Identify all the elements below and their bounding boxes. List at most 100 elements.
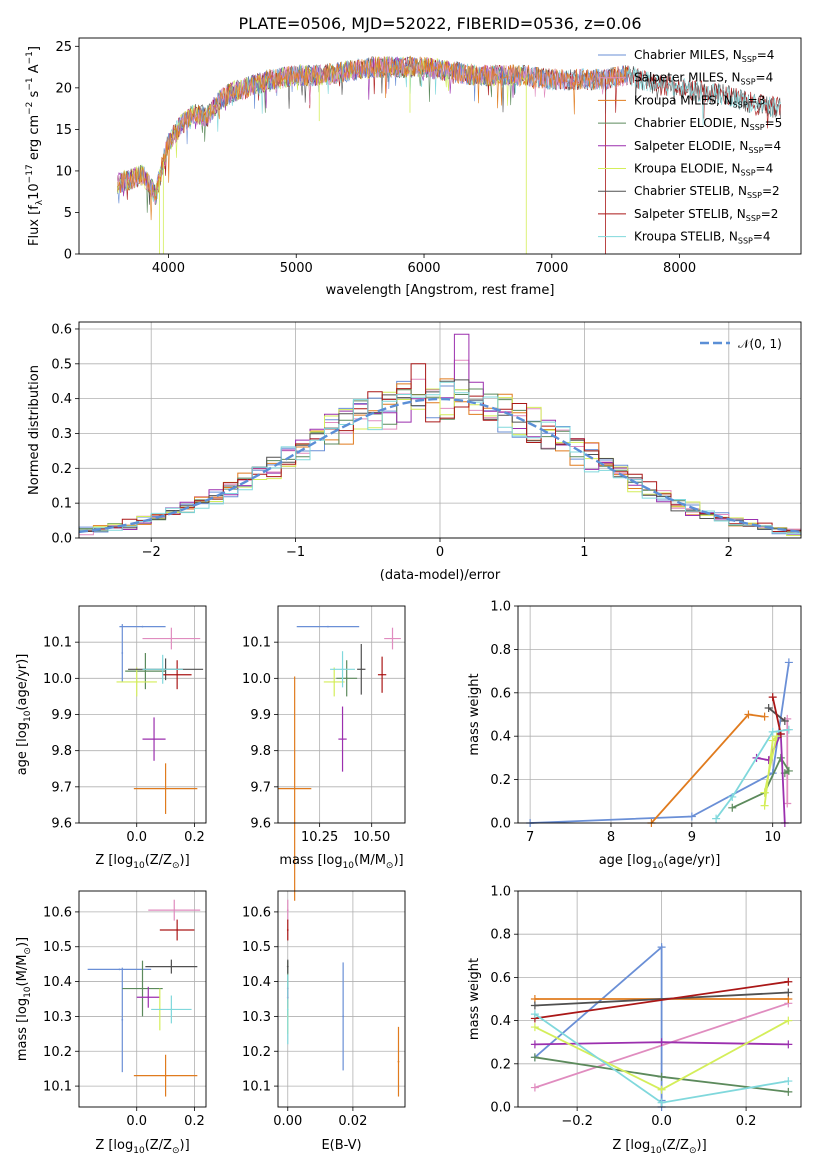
x-tick-label: 0.02 xyxy=(338,1114,367,1129)
weight-marker xyxy=(784,658,793,667)
data-point xyxy=(333,681,336,683)
y-tick-label: 10.0 xyxy=(242,672,271,687)
weight-line-kroupa-elodie xyxy=(763,733,779,806)
y-tick-label: 9.8 xyxy=(250,744,271,759)
data-point xyxy=(176,929,179,931)
y-tick-label: 0.6 xyxy=(490,971,511,986)
y-tick-label: 10 xyxy=(55,164,72,179)
y-tick-label: 9.9 xyxy=(250,708,271,723)
data-point xyxy=(141,987,144,990)
weight-marker xyxy=(530,1040,539,1049)
weight-marker xyxy=(784,725,793,734)
x-tick-label: 1 xyxy=(580,545,588,560)
y-tick-label: 25 xyxy=(55,40,72,55)
weight-marker xyxy=(776,753,785,762)
x-tick-label: 5000 xyxy=(280,261,313,276)
y-tick-label: 0.8 xyxy=(490,643,511,658)
histogram-kroupa-stelib xyxy=(78,381,802,535)
spectrum-title: PLATE=0506, MJD=52022, FIBERID=0536, z=0… xyxy=(238,14,641,33)
weight-marker xyxy=(780,717,789,726)
y-tick-label: 0.0 xyxy=(490,817,511,832)
x-tick-label: 10 xyxy=(764,830,781,845)
y-tick-label: 9.6 xyxy=(51,817,72,832)
legend-label: Kroupa ELODIE, NSSP=4 xyxy=(634,162,773,178)
y-axis-label: Flux [fλ10−17 erg cm−2 s−1 A−1] xyxy=(25,46,45,246)
data-point xyxy=(327,625,329,628)
x-axis-label: (data-model)/error xyxy=(380,568,501,583)
y-tick-label: 9.9 xyxy=(51,708,72,723)
weight-vs-z-axes: −0.2 0.0 0.2 0.0 0.2 0.4 0.6 0.8 1.0 Z [log10(Z/Z… xyxy=(467,885,802,1156)
weight-marker xyxy=(728,803,737,812)
y-tick-label: 0.1 xyxy=(51,497,72,512)
weight-line-kroupa-miles xyxy=(650,713,765,824)
y-tick-label: 10.1 xyxy=(43,1080,72,1095)
legend-label: Chabrier ELODIE, NSSP=5 xyxy=(634,116,782,132)
x-axis-label: Z [log10(Z/Z⊙)] xyxy=(95,1138,189,1156)
mass-vs-z-axes: 0.0 0.2 10.1 10.2 10.3 10.4 10.5 10.6 Z [log10(Z… xyxy=(15,890,207,1156)
y-tick-label: 9.7 xyxy=(51,780,72,795)
y-tick-label: 0.0 xyxy=(490,1101,511,1116)
age-vs-mass-axes: 10.25 10.50 9.6 9.7 9.8 9.9 10.0 10.1 mass [log1… xyxy=(242,605,406,901)
y-tick-label: 15 xyxy=(55,123,72,138)
weight-marker xyxy=(768,727,777,736)
y-tick-label: 10.6 xyxy=(43,905,72,920)
y-tick-label: 10.3 xyxy=(242,1010,271,1025)
y-tick-label: 0.6 xyxy=(51,322,72,337)
weight-marker xyxy=(657,1072,666,1081)
x-axis-label: mass [log10(M/M⊙)] xyxy=(279,853,403,871)
x-tick-label: −1 xyxy=(286,545,305,560)
axes-frame xyxy=(78,605,207,824)
data-point xyxy=(176,673,179,676)
y-tick-label: 10.2 xyxy=(242,1045,271,1060)
weight-line-salpeter-stelib xyxy=(771,696,782,735)
age-vs-z-axes: 0.0 0.2 9.6 9.7 9.8 9.9 10.0 10.1 Z [log10(Z/Z⊙)… xyxy=(15,605,207,871)
y-tick-label: 0.4 xyxy=(490,730,511,745)
x-tick-label: 0.00 xyxy=(273,1114,302,1129)
data-point xyxy=(135,681,138,683)
weight-marker xyxy=(530,1010,539,1019)
y-tick-label: 0.8 xyxy=(490,928,511,943)
data-point xyxy=(170,637,173,640)
x-tick-label: 0.2 xyxy=(184,830,205,845)
weight-marker xyxy=(784,766,793,775)
y-tick-label: 0.3 xyxy=(51,427,72,442)
y-tick-label: 10.6 xyxy=(242,905,271,920)
weight-marker xyxy=(744,710,753,719)
data-point xyxy=(170,965,173,968)
x-tick-label: 2 xyxy=(725,545,733,560)
y-tick-label: 10.2 xyxy=(43,1045,72,1060)
weight-marker xyxy=(784,988,793,997)
mass-vs-ebv-axes: 0.00 0.02 10.1 10.2 10.3 10.4 10.5 10.6 E(B-V) xyxy=(242,890,406,1153)
spectrum-line-salpeter-miles xyxy=(117,56,629,205)
x-tick-label: 0.0 xyxy=(126,830,147,845)
x-axis-label: age [log10(age/yr)] xyxy=(599,853,721,871)
data-point xyxy=(164,1074,167,1077)
data-point xyxy=(286,909,289,912)
y-tick-label: 10.0 xyxy=(43,672,72,687)
y-tick-label: 10.1 xyxy=(43,636,72,651)
data-point xyxy=(121,652,124,654)
data-point xyxy=(293,787,296,790)
y-tick-label: 0.2 xyxy=(490,773,511,788)
y-tick-label: 10.5 xyxy=(43,940,72,955)
x-tick-label: 4000 xyxy=(152,261,185,276)
weight-marker xyxy=(760,801,769,810)
data-point xyxy=(144,670,147,672)
weight-marker xyxy=(760,788,769,797)
x-tick-label: 8000 xyxy=(663,261,696,276)
weight-marker xyxy=(760,712,769,721)
weight-marker xyxy=(530,1053,539,1062)
data-point xyxy=(141,625,144,628)
axes-frame xyxy=(78,37,802,255)
weight-marker xyxy=(728,792,737,801)
weight-marker xyxy=(784,1087,793,1096)
x-tick-label: 7000 xyxy=(535,261,568,276)
data-point xyxy=(164,787,167,790)
y-tick-label: 10.3 xyxy=(43,1010,72,1025)
x-tick-label: 7 xyxy=(526,830,534,845)
y-tick-label: 10.4 xyxy=(43,975,72,990)
data-point xyxy=(118,968,121,971)
data-point xyxy=(153,738,155,740)
x-tick-label: 10.50 xyxy=(353,830,390,845)
